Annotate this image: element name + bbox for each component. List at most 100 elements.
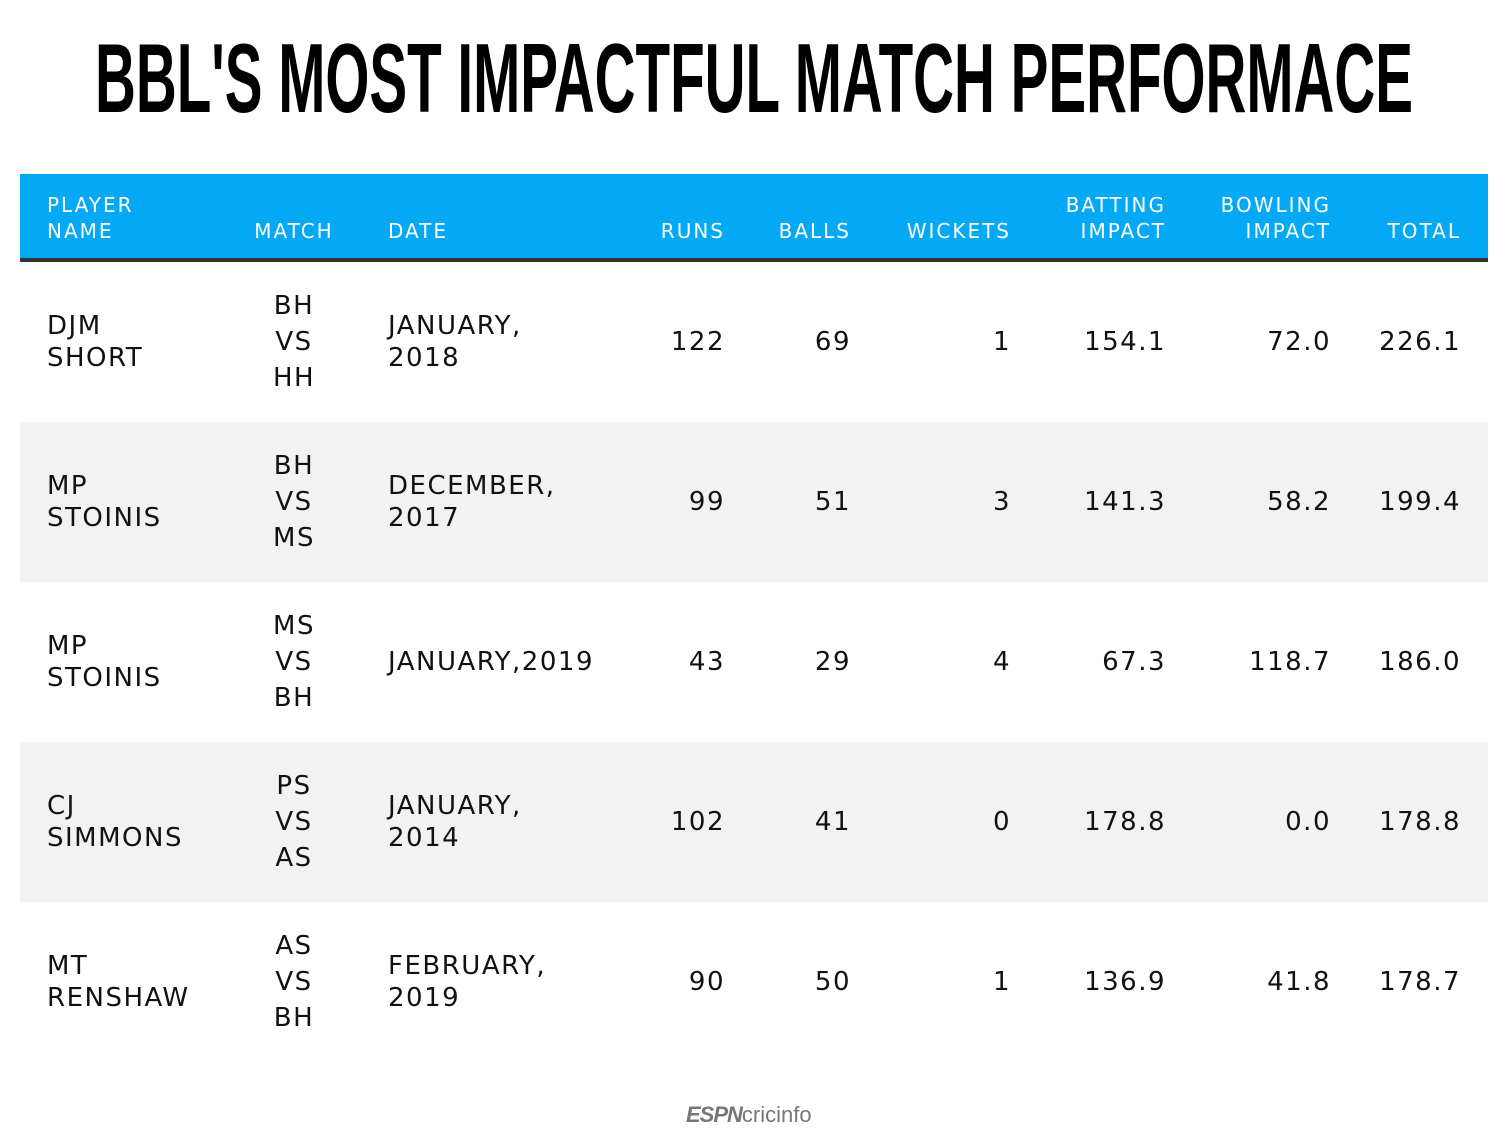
cell-date-text: JANUARY, 2014 bbox=[388, 791, 522, 853]
cell-wickets: 3 bbox=[881, 422, 1011, 582]
cell-runs-text: 43 bbox=[688, 647, 725, 677]
cell-batting-impact-text: 178.8 bbox=[1084, 807, 1166, 837]
cell-balls: 50 bbox=[751, 902, 851, 1062]
cell-runs-text: 90 bbox=[688, 967, 725, 997]
cell-wickets-text: 1 bbox=[992, 327, 1011, 357]
cell-batting-impact-text: 67.3 bbox=[1102, 647, 1166, 677]
cell-bowling-impact: 58.2 bbox=[1201, 422, 1331, 582]
cell-total: 226.1 bbox=[1351, 262, 1461, 422]
cell-runs: 90 bbox=[625, 902, 725, 1062]
logo-espn: ESPN bbox=[686, 1102, 743, 1127]
cell-player-name: MP STOINIS bbox=[47, 422, 237, 582]
cell-player-name: CJ SIMMONS bbox=[47, 742, 237, 902]
cell-bowling-impact-text: 41.8 bbox=[1267, 967, 1331, 997]
cell-date-text: JANUARY, 2018 bbox=[388, 311, 522, 373]
cell-runs: 122 bbox=[625, 262, 725, 422]
cell-batting-impact: 141.3 bbox=[1036, 422, 1166, 582]
espncricinfo-logo: ESPNcricinfo bbox=[686, 1102, 812, 1128]
cell-wickets: 1 bbox=[881, 902, 1011, 1062]
cell-match: MS VS BH bbox=[254, 582, 334, 742]
cell-runs: 43 bbox=[625, 582, 725, 742]
cell-total-text: 178.7 bbox=[1379, 967, 1461, 997]
cell-batting-impact: 154.1 bbox=[1036, 262, 1166, 422]
cell-date: DECEMBER, 2017 bbox=[388, 422, 648, 582]
cell-runs: 102 bbox=[625, 742, 725, 902]
table-row: MT RENSHAW AS VS BH FEBRUARY, 2019 90 50 1 136… bbox=[20, 902, 1488, 1062]
cell-wickets: 0 bbox=[881, 742, 1011, 902]
header-rule bbox=[20, 258, 1488, 262]
cell-runs: 99 bbox=[625, 422, 725, 582]
cell-batting-impact-text: 136.9 bbox=[1084, 967, 1166, 997]
table-row: CJ SIMMONS PS VS AS JANUARY, 2014 102 41 0 178… bbox=[20, 742, 1488, 902]
cell-wickets: 4 bbox=[881, 582, 1011, 742]
column-header-match: MATCH bbox=[254, 219, 334, 243]
column-header-wickets: WICKETS bbox=[906, 219, 1011, 243]
cell-balls-text: 41 bbox=[814, 807, 851, 837]
cell-total-text: 199.4 bbox=[1379, 487, 1461, 517]
cell-player-name-text: MP STOINIS bbox=[47, 471, 162, 533]
cell-date: JANUARY, 2018 bbox=[388, 262, 648, 422]
cell-match: BH VS MS bbox=[254, 422, 334, 582]
cell-wickets-text: 1 bbox=[992, 967, 1011, 997]
cell-date-text: DECEMBER, 2017 bbox=[388, 471, 556, 533]
cell-balls: 51 bbox=[751, 422, 851, 582]
cell-date: FEBRUARY, 2019 bbox=[388, 902, 648, 1062]
logo-cricinfo: cricinfo bbox=[741, 1102, 812, 1127]
cell-wickets-text: 3 bbox=[992, 487, 1011, 517]
cell-balls-text: 51 bbox=[814, 487, 851, 517]
cell-bowling-impact-text: 0.0 bbox=[1285, 807, 1331, 837]
cell-wickets: 1 bbox=[881, 262, 1011, 422]
cell-balls: 69 bbox=[751, 262, 851, 422]
cell-balls: 29 bbox=[751, 582, 851, 742]
cell-total: 186.0 bbox=[1351, 582, 1461, 742]
cell-total-text: 226.1 bbox=[1379, 327, 1461, 357]
title-svg: BBL'S MOST IMPACTFUL MATCH PERFORMACE bbox=[95, 23, 1413, 130]
cell-total: 178.7 bbox=[1351, 902, 1461, 1062]
cell-bowling-impact-text: 58.2 bbox=[1267, 487, 1331, 517]
cell-total: 199.4 bbox=[1351, 422, 1461, 582]
cell-balls: 41 bbox=[751, 742, 851, 902]
cell-total-text: 186.0 bbox=[1379, 647, 1461, 677]
cell-player-name-text: MP STOINIS bbox=[47, 631, 162, 693]
table-row: MP STOINIS BH VS MS DECEMBER, 2017 99 51 3 141… bbox=[20, 422, 1488, 582]
page-title: BBL'S MOST IMPACTFUL MATCH PERFORMACE bbox=[95, 23, 1413, 130]
column-header-player-name: PLAYER NAME bbox=[47, 193, 134, 243]
column-header-total: TOTAL bbox=[1387, 219, 1461, 243]
cell-bowling-impact: 0.0 bbox=[1201, 742, 1331, 902]
column-header-balls: BALLS bbox=[778, 219, 851, 243]
cell-bowling-impact: 72.0 bbox=[1201, 262, 1331, 422]
cell-balls-text: 69 bbox=[814, 327, 851, 357]
cell-match: AS VS BH bbox=[254, 902, 334, 1062]
cell-bowling-impact-text: 72.0 bbox=[1267, 327, 1331, 357]
cell-bowling-impact: 118.7 bbox=[1201, 582, 1331, 742]
cell-bowling-impact: 41.8 bbox=[1201, 902, 1331, 1062]
table-row: MP STOINIS MS VS BH JANUARY,2019 43 29 4 67.3 1… bbox=[20, 582, 1488, 742]
cell-date-text: FEBRUARY, 2019 bbox=[388, 951, 547, 1013]
cell-match-text: PS VS AS bbox=[275, 771, 313, 873]
cell-match-text: BH VS MS bbox=[273, 451, 315, 553]
cell-runs-text: 102 bbox=[670, 807, 725, 837]
cell-player-name: MP STOINIS bbox=[47, 582, 237, 742]
cell-match-text: AS VS BH bbox=[273, 931, 315, 1033]
title-container: BBL'S MOST IMPACTFUL MATCH PERFORMACE bbox=[0, 20, 1508, 130]
cell-date: JANUARY,2019 bbox=[388, 582, 648, 742]
cell-player-name-text: MT RENSHAW bbox=[47, 951, 190, 1013]
cell-batting-impact: 136.9 bbox=[1036, 902, 1166, 1062]
cell-batting-impact: 67.3 bbox=[1036, 582, 1166, 742]
cell-match: PS VS AS bbox=[254, 742, 334, 902]
cell-total: 178.8 bbox=[1351, 742, 1461, 902]
cell-player-name: MT RENSHAW bbox=[47, 902, 237, 1062]
cell-batting-impact-text: 141.3 bbox=[1084, 487, 1166, 517]
column-header-batting-impact: BATTING IMPACT bbox=[1065, 193, 1166, 243]
cell-runs-text: 99 bbox=[688, 487, 725, 517]
cell-player-name-text: DJM SHORT bbox=[47, 311, 144, 373]
cell-match-text: MS VS BH bbox=[273, 611, 315, 713]
cell-bowling-impact-text: 118.7 bbox=[1249, 647, 1331, 677]
table-header: PLAYER NAME MATCH DATE RUNS BALLS WICKETS BATT… bbox=[20, 174, 1488, 258]
cell-player-name: DJM SHORT bbox=[47, 262, 237, 422]
cell-date-text: JANUARY,2019 bbox=[388, 647, 594, 677]
cell-date: JANUARY, 2014 bbox=[388, 742, 648, 902]
table-row: DJM SHORT BH VS HH JANUARY, 2018 122 69 1 154.… bbox=[20, 262, 1488, 422]
cell-total-text: 178.8 bbox=[1379, 807, 1461, 837]
cell-player-name-text: CJ SIMMONS bbox=[47, 791, 183, 853]
